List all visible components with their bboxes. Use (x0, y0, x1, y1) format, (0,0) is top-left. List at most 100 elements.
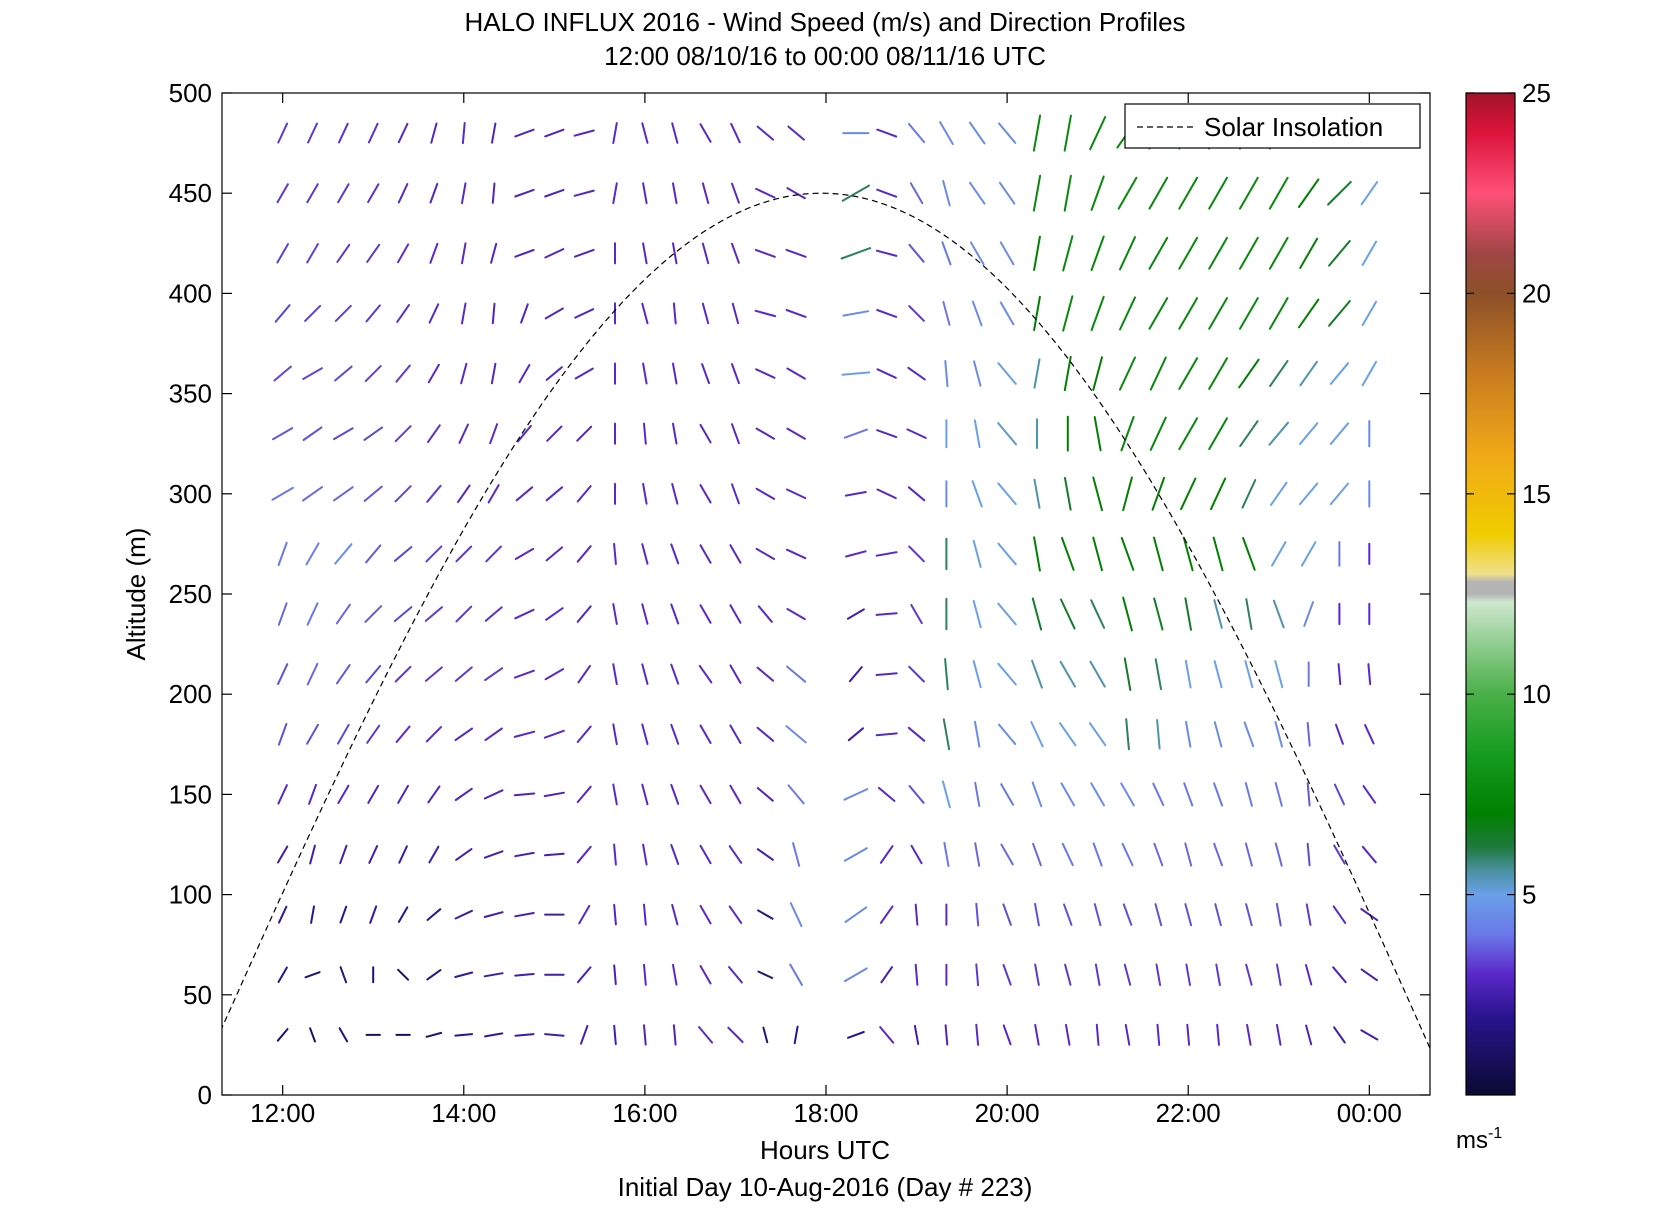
wind-barb-6-9 (457, 484, 471, 504)
wind-barb-2-12 (334, 304, 352, 322)
wind-barb-22-13 (969, 241, 985, 266)
wind-barb-35-11 (1361, 360, 1378, 387)
wind-barb-15-10 (731, 423, 740, 445)
wind-barb-17-11 (786, 367, 806, 380)
wind-barb-20-2 (914, 903, 919, 926)
wind-barb-15-2 (728, 905, 743, 924)
wind-barb-1-10 (302, 426, 323, 441)
wind-barb-18-12 (842, 310, 870, 317)
wind-barb-16-12 (754, 309, 777, 318)
wind-barb-2-4 (337, 784, 350, 805)
wind-barb-20-10 (906, 428, 927, 439)
wind-barb-1-1 (304, 971, 321, 979)
wind-barb-19-15 (876, 128, 898, 138)
wind-barb-13-4 (670, 783, 680, 805)
wind-barb-28-4 (1152, 782, 1165, 807)
wind-barb-12-3 (642, 843, 648, 866)
wind-barb-33-8 (1300, 541, 1317, 567)
wind-barb-8-12 (520, 303, 529, 324)
wind-barb-5-0 (425, 1031, 443, 1038)
wind-barb-7-2 (483, 911, 504, 918)
wind-barb-27-4 (1120, 782, 1135, 807)
wind-barb-27-1 (1123, 963, 1132, 986)
wind-barb-3-9 (363, 485, 383, 502)
wind-barb-15-9 (731, 483, 740, 505)
wind-barb-25-14 (1063, 174, 1072, 212)
wind-barb-32-0 (1276, 1023, 1282, 1046)
wind-barb-31-10 (1239, 420, 1259, 448)
wind-barb-23-9 (997, 482, 1017, 506)
wind-barb-5-12 (428, 303, 440, 324)
wind-barb-28-11 (1149, 356, 1167, 391)
wind-barb-23-6 (997, 662, 1017, 686)
wind-barb-27-12 (1119, 296, 1136, 331)
wind-barb-24-4 (1031, 781, 1043, 808)
wind-barb-23-11 (997, 362, 1017, 385)
wind-barb-14-1 (699, 965, 712, 985)
wind-barb-19-8 (875, 551, 898, 557)
wind-barb-9-0 (544, 1033, 565, 1037)
wind-barb-7-14 (491, 182, 496, 204)
wind-barb-8-5 (513, 730, 536, 738)
wind-barb-9-13 (544, 248, 565, 259)
wind-barb-25-1 (1064, 963, 1072, 986)
wind-barb-21-11 (944, 360, 949, 388)
wind-barb-3-10 (363, 426, 384, 441)
wind-barb-31-11 (1238, 358, 1260, 389)
wind-barb-15-4 (729, 784, 742, 805)
wind-barb-7-9 (487, 484, 500, 504)
wind-barb-28-12 (1148, 297, 1169, 330)
wind-barb-21-12 (942, 301, 951, 326)
wind-barb-10-13 (573, 248, 595, 258)
wind-barb-0-0 (276, 1028, 289, 1042)
legend-box (1124, 103, 1421, 149)
wind-barb-16-4 (756, 787, 774, 802)
y-tick-label: 50 (183, 980, 212, 1010)
wind-barb-34-5 (1335, 723, 1344, 745)
wind-barb-18-2 (844, 906, 868, 923)
wind-barb-6-15 (461, 122, 466, 145)
wind-barb-9-8 (545, 546, 564, 562)
wind-barb-27-8 (1120, 537, 1135, 571)
wind-barb-15-1 (728, 966, 743, 984)
wind-barb-4-1 (397, 968, 410, 981)
wind-barb-12-15 (641, 122, 649, 144)
wind-barb-25-3 (1061, 842, 1074, 867)
wind-barb-8-4 (513, 792, 536, 797)
wind-barb-4-10 (394, 425, 412, 443)
wind-barb-4-8 (393, 546, 413, 562)
wind-barb-5-14 (429, 182, 439, 204)
wind-barb-22-12 (971, 300, 983, 327)
wind-barb-2-10 (333, 427, 354, 441)
wind-barb-16-3 (756, 848, 774, 861)
wind-barb-31-4 (1244, 782, 1253, 807)
wind-barb-32-1 (1276, 963, 1282, 986)
wind-barb-31-6 (1244, 660, 1254, 689)
wind-barb-1-2 (310, 905, 315, 924)
wind-barb-11-4 (612, 783, 618, 806)
wind-barb-26-10 (1093, 416, 1102, 452)
wind-barb-29-0 (1186, 1023, 1191, 1046)
wind-barb-13-13 (672, 242, 678, 265)
wind-barb-8-15 (514, 128, 535, 138)
wind-barb-26-13 (1090, 235, 1105, 271)
wind-barb-24-6 (1031, 659, 1043, 689)
wind-barb-6-1 (454, 971, 474, 978)
colorbar (1465, 92, 1516, 1096)
wind-barb-14-7 (699, 604, 712, 624)
wind-barb-26-14 (1090, 175, 1105, 211)
wind-barb-26-0 (1095, 1023, 1100, 1046)
wind-barb-6-12 (461, 302, 467, 325)
wind-barb-30-11 (1208, 357, 1228, 390)
wind-barb-1-15 (307, 122, 318, 144)
wind-barb-32-11 (1269, 360, 1289, 387)
y-tick-label: 150 (169, 779, 212, 809)
wind-barb-27-10 (1120, 416, 1135, 452)
wind-barb-6-7 (455, 605, 473, 623)
wind-barb-9-15 (544, 128, 565, 138)
wind-barb-23-10 (997, 422, 1017, 446)
wind-barb-35-5 (1364, 724, 1375, 745)
colorbar-tick-label: 15 (1522, 479, 1551, 509)
wind-barb-18-9 (844, 491, 867, 497)
wind-barb-7-10 (489, 423, 499, 445)
